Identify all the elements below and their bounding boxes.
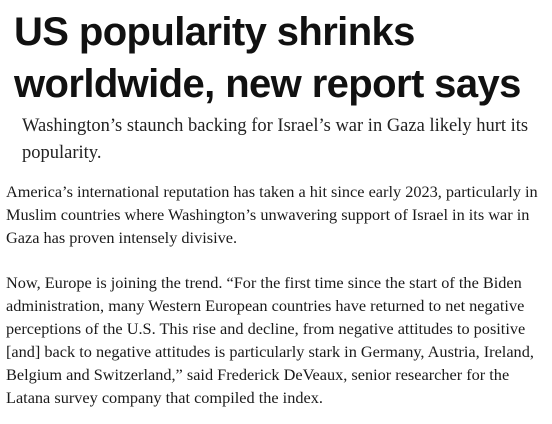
article-paragraph-2: Now, Europe is joining the trend. “For t… [6,273,534,407]
article-subheadline: Washington’s staunch backing for Israel’… [22,116,529,163]
article-paragraph-1: America’s international reputation has t… [6,182,538,247]
article-headline: US popularity shrinks worldwide, new rep… [14,10,521,106]
